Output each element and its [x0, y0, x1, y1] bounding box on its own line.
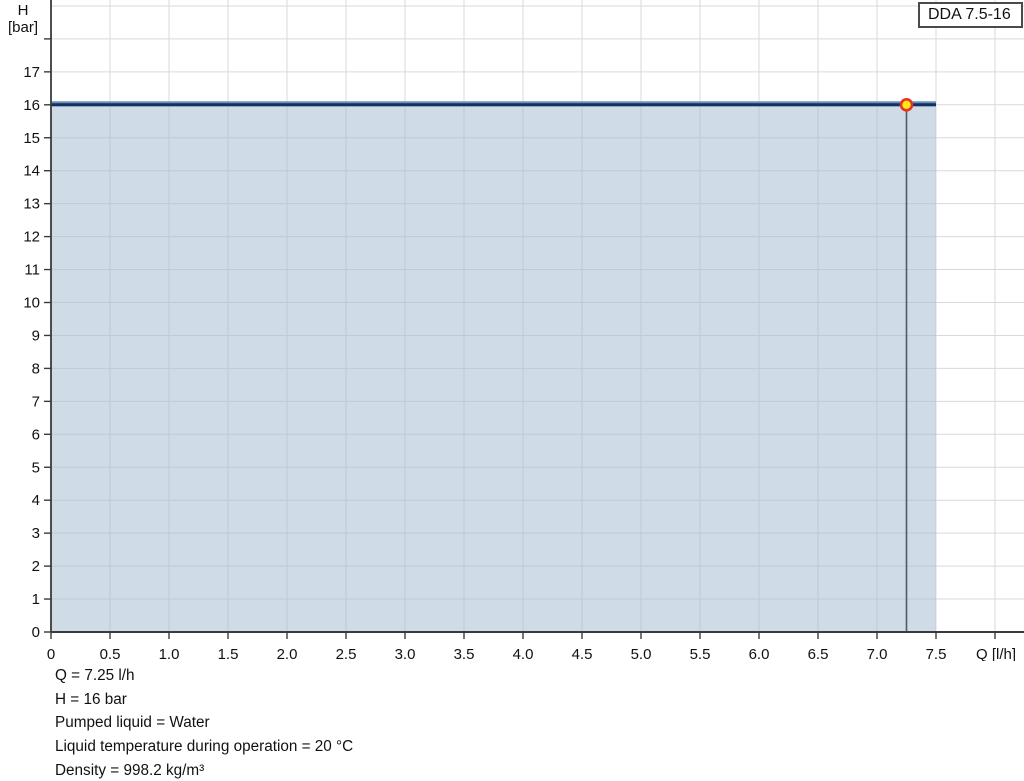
- y-tick-label: 6: [32, 426, 40, 443]
- y-tick-label: 12: [23, 229, 40, 246]
- y-tick-label: 11: [24, 262, 40, 279]
- x-tick-label: 1.0: [159, 646, 180, 661]
- operating-point-marker[interactable]: [899, 98, 914, 112]
- x-tick-label: 1.5: [218, 646, 239, 661]
- x-tick-label: 2.0: [277, 646, 298, 661]
- x-tick-label: 5.5: [690, 646, 711, 661]
- x-tick-label: 3.5: [454, 646, 475, 661]
- operating-info-block: Q = 7.25 l/h H = 16 bar Pumped liquid = …: [55, 664, 353, 781]
- curve-area-fill: [51, 104, 936, 633]
- y-tick-label: 7: [32, 393, 40, 410]
- y-tick-label: 10: [23, 295, 40, 312]
- y-tick-label: 8: [32, 360, 40, 377]
- x-tick-label: 0.5: [100, 646, 121, 661]
- x-tick-label: 4.0: [513, 646, 534, 661]
- info-line-density: Density = 998.2 kg/m³: [55, 761, 205, 779]
- y-tick-label: 9: [32, 327, 40, 344]
- info-line-flow: Q = 7.25 l/h: [55, 667, 135, 684]
- x-axis-title: Q [l/h]: [976, 646, 1016, 661]
- y-tick-label: 3: [32, 525, 40, 542]
- info-line-pumped-liquid: Pumped liquid = Water: [55, 714, 210, 732]
- y-axis-title-unit: [bar]: [7, 19, 38, 36]
- y-tick-label: 16: [23, 97, 40, 114]
- y-tick-label: 15: [23, 130, 40, 147]
- y-tick-label: 13: [23, 196, 40, 213]
- y-axis-title-symbol: H: [17, 2, 29, 19]
- y-tick-label: 0: [32, 624, 40, 641]
- y-tick-label: 14: [23, 163, 40, 180]
- x-tick-label: 0: [47, 646, 55, 661]
- legend-label: DDA 7.5-16: [928, 6, 1011, 23]
- y-tick-label: 2: [32, 558, 40, 575]
- y-tick-label: 4: [32, 492, 40, 509]
- y-axis-title: H [bar]: [0, 2, 46, 36]
- x-tick-label: 6.0: [749, 646, 770, 661]
- x-tick-label: 7.0: [867, 646, 888, 661]
- y-tick-label: 5: [32, 459, 40, 476]
- x-tick-label: 3.0: [395, 646, 416, 661]
- legend-box: DDA 7.5-16: [918, 2, 1023, 28]
- x-tick-label: 4.5: [572, 646, 593, 661]
- x-tick-label: 2.5: [336, 646, 357, 661]
- x-tick-label: 6.5: [808, 646, 829, 661]
- y-tick-label: 1: [32, 591, 40, 608]
- x-tick-label: 5.0: [631, 646, 652, 661]
- y-tick-label: 17: [23, 64, 40, 81]
- info-line-liquid-temperature: Liquid temperature during operation = 20…: [55, 738, 354, 756]
- x-tick-label: 7.5: [926, 646, 947, 661]
- info-line-head: H = 16 bar: [55, 690, 127, 708]
